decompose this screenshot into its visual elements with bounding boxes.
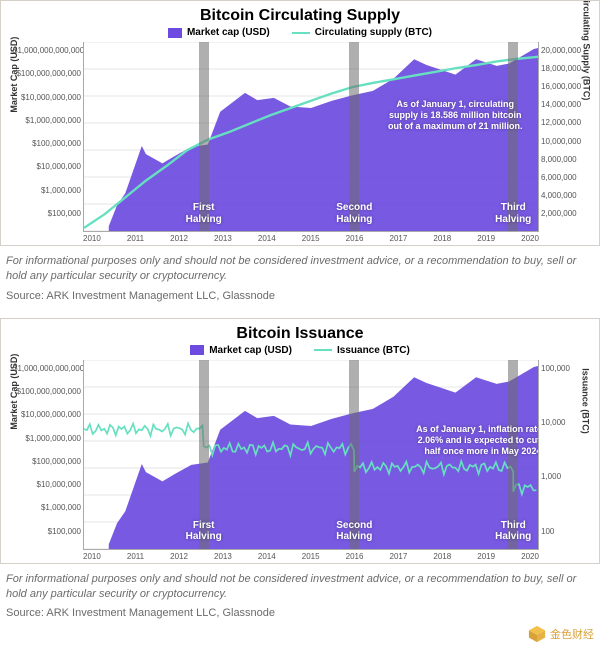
x-tick: 2011: [127, 234, 144, 243]
x-tick: 2011: [127, 552, 144, 561]
x-tick: 2010: [83, 552, 101, 561]
x-tick: 2018: [433, 234, 451, 243]
x-tick: 2015: [302, 552, 320, 561]
disclaimer-caption: For informational purposes only and shou…: [6, 254, 594, 284]
x-tick: 2012: [170, 552, 188, 561]
disclaimer-caption: For informational purposes only and shou…: [6, 572, 594, 602]
x-tick: 2014: [258, 552, 276, 561]
y-left-tick: $10,000,000: [13, 480, 81, 489]
x-tick: 2013: [214, 552, 232, 561]
y-axis-right-ticks: 100,000 10,000 1,000 100: [539, 360, 589, 550]
watermark: 金色财经: [528, 625, 594, 643]
y-left-tick: $100,000: [13, 209, 81, 218]
y-left-tick: $10,000,000,000: [13, 410, 81, 419]
y-right-tick: 8,000,000: [541, 155, 587, 164]
x-tick: 2016: [346, 234, 364, 243]
x-tick: 2014: [258, 234, 276, 243]
x-tick: 2017: [390, 234, 408, 243]
legend-swatch-fill: [190, 345, 204, 355]
y-left-tick: $1,000,000,000,000: [13, 364, 81, 373]
x-tick: 2015: [302, 234, 320, 243]
x-tick: 2016: [346, 552, 364, 561]
y-right-tick: 12,000,000: [541, 118, 587, 127]
y-left-tick: $10,000,000,000: [13, 93, 81, 102]
y-right-tick: 4,000,000: [541, 191, 587, 200]
legend-label: Circulating supply (BTC): [315, 27, 432, 38]
halving-label: SecondHalving: [336, 520, 372, 543]
halving-label: FirstHalving: [186, 520, 222, 543]
halving-label: SecondHalving: [336, 202, 372, 225]
y-right-tick: 20,000,000: [541, 46, 587, 55]
x-tick: 2013: [214, 234, 232, 243]
y-left-tick: $100,000,000: [13, 457, 81, 466]
plot-frame: $1,000,000,000,000 $100,000,000,000 $10,00…: [11, 360, 589, 550]
halving-label: ThirdHalving: [495, 520, 531, 543]
legend-label: Market cap (USD): [187, 27, 270, 38]
watermark-text: 金色财经: [550, 626, 594, 642]
y-axis-right-ticks: 20,000,000 18,000,000 16,000,000 14,000,000…: [539, 42, 589, 232]
y-left-tick: $10,000,000: [13, 162, 81, 171]
plot-area: FirstHalving SecondHalving ThirdHalving As …: [83, 42, 539, 232]
y-left-tick: $100,000,000,000: [13, 387, 81, 396]
chart-card-issuance: Bitcoin Issuance Market cap (USD) Issuan…: [0, 318, 600, 564]
x-tick: 2010: [83, 234, 101, 243]
y-right-tick: 100,000: [541, 364, 587, 373]
x-tick: 2019: [477, 234, 495, 243]
y-axis-left-ticks: $1,000,000,000,000 $100,000,000,000 $10,00…: [11, 42, 83, 232]
y-left-tick: $100,000,000,000: [13, 69, 81, 78]
chart-card-supply: Bitcoin Circulating Supply Market cap (U…: [0, 0, 600, 246]
legend-item-supply: Circulating supply (BTC): [292, 27, 432, 38]
x-tick: 2017: [390, 552, 408, 561]
plot-area: FirstHalving SecondHalving ThirdHalving As …: [83, 360, 539, 550]
legend-item-marketcap: Market cap (USD): [190, 345, 292, 356]
legend-item-marketcap: Market cap (USD): [168, 27, 270, 38]
source-attribution: Source: ARK Investment Management LLC, G…: [6, 607, 594, 619]
y-left-tick: $1,000,000,000,000: [13, 46, 81, 55]
halving-label: ThirdHalving: [495, 202, 531, 225]
chart-title: Bitcoin Issuance: [11, 325, 589, 343]
y-left-tick: $100,000,000: [13, 139, 81, 148]
x-tick: 2012: [170, 234, 188, 243]
y-right-tick: 16,000,000: [541, 82, 587, 91]
y-left-tick: $1,000,000,000: [13, 434, 81, 443]
y-right-tick: 6,000,000: [541, 173, 587, 182]
y-right-tick: 1,000: [541, 472, 587, 481]
y-right-tick: 14,000,000: [541, 100, 587, 109]
y-left-tick: $1,000,000: [13, 503, 81, 512]
y-left-tick: $100,000: [13, 527, 81, 536]
y-axis-left-ticks: $1,000,000,000,000 $100,000,000,000 $10,00…: [11, 360, 83, 550]
legend-swatch-line: [314, 349, 332, 351]
x-axis-ticks: 2010 2011 2012 2013 2014 2015 2016 2017 2018 2019…: [83, 232, 539, 243]
y-right-tick: 100: [541, 527, 587, 536]
y-left-tick: $1,000,000,000: [13, 116, 81, 125]
y-right-tick: 2,000,000: [541, 209, 587, 218]
annotation-text: As of January 1, inflation rate is 2.06%…: [414, 424, 539, 458]
y-left-tick: $1,000,000: [13, 186, 81, 195]
chart-title: Bitcoin Circulating Supply: [11, 7, 589, 25]
legend-swatch-line: [292, 32, 310, 34]
source-attribution: Source: ARK Investment Management LLC, G…: [6, 290, 594, 302]
legend-item-issuance: Issuance (BTC): [314, 345, 410, 356]
y-right-tick: 18,000,000: [541, 64, 587, 73]
x-tick: 2019: [477, 552, 495, 561]
annotation-text: As of January 1, circulating supply is 1…: [385, 99, 525, 133]
y-right-tick: 10,000,000: [541, 137, 587, 146]
y-right-tick: 10,000: [541, 418, 587, 427]
plot-frame: $1,000,000,000,000 $100,000,000,000 $10,00…: [11, 42, 589, 232]
legend-label: Market cap (USD): [209, 345, 292, 356]
x-tick: 2018: [433, 552, 451, 561]
x-tick: 2020: [521, 552, 539, 561]
legend-label: Issuance (BTC): [337, 345, 410, 356]
watermark-cube-icon: [528, 625, 546, 643]
legend-swatch-fill: [168, 28, 182, 38]
legend: Market cap (USD) Issuance (BTC): [11, 345, 589, 356]
x-axis-ticks: 2010 2011 2012 2013 2014 2015 2016 2017 2018 2019…: [83, 550, 539, 561]
halving-label: FirstHalving: [186, 202, 222, 225]
legend: Market cap (USD) Circulating supply (BTC…: [11, 27, 589, 38]
x-tick: 2020: [521, 234, 539, 243]
